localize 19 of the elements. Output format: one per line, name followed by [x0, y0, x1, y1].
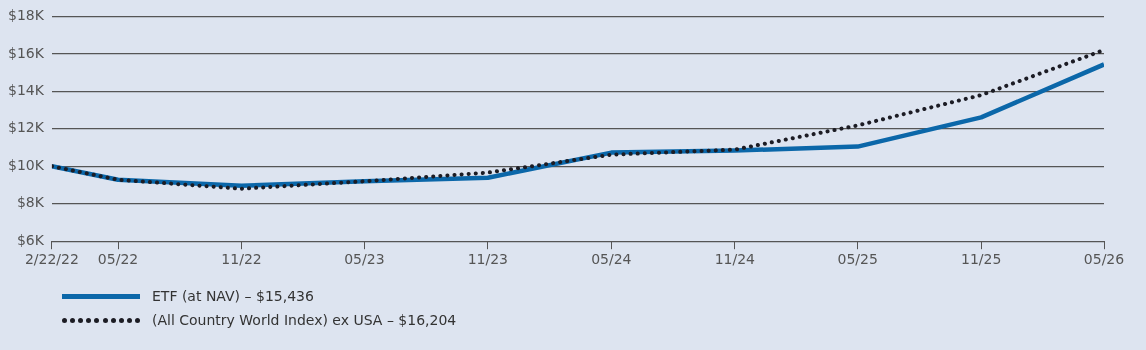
y-tick-label: $16K [8, 44, 45, 61]
y-tick-label: $18K [8, 7, 45, 24]
x-tick-label: 05/25 [837, 251, 878, 268]
x-tick-label: 05/22 [97, 251, 139, 268]
x-tick-label: 11/22 [221, 251, 262, 268]
x-tick-label: 11/23 [467, 251, 509, 268]
y-tick-label: $12K [8, 119, 45, 136]
y-tick-label: $6K [16, 231, 45, 248]
x-tick-label: 2/22/22 [24, 251, 79, 268]
legend-label: ETF (at NAV) – $15,436 [152, 288, 314, 304]
y-tick-label: $8K [16, 194, 45, 211]
x-tick-label: 11/24 [714, 251, 756, 268]
x-tick-label: 11/25 [961, 251, 1002, 268]
y-tick-label: $10K [8, 156, 45, 173]
x-tick-label: 05/26 [1083, 251, 1125, 268]
x-tick-label: 05/23 [344, 251, 385, 268]
legend-label: (All Country World Index) ex USA – $16,204 [152, 312, 457, 328]
x-tick-label: 05/24 [591, 251, 632, 268]
y-tick-label: $14K [8, 81, 45, 98]
